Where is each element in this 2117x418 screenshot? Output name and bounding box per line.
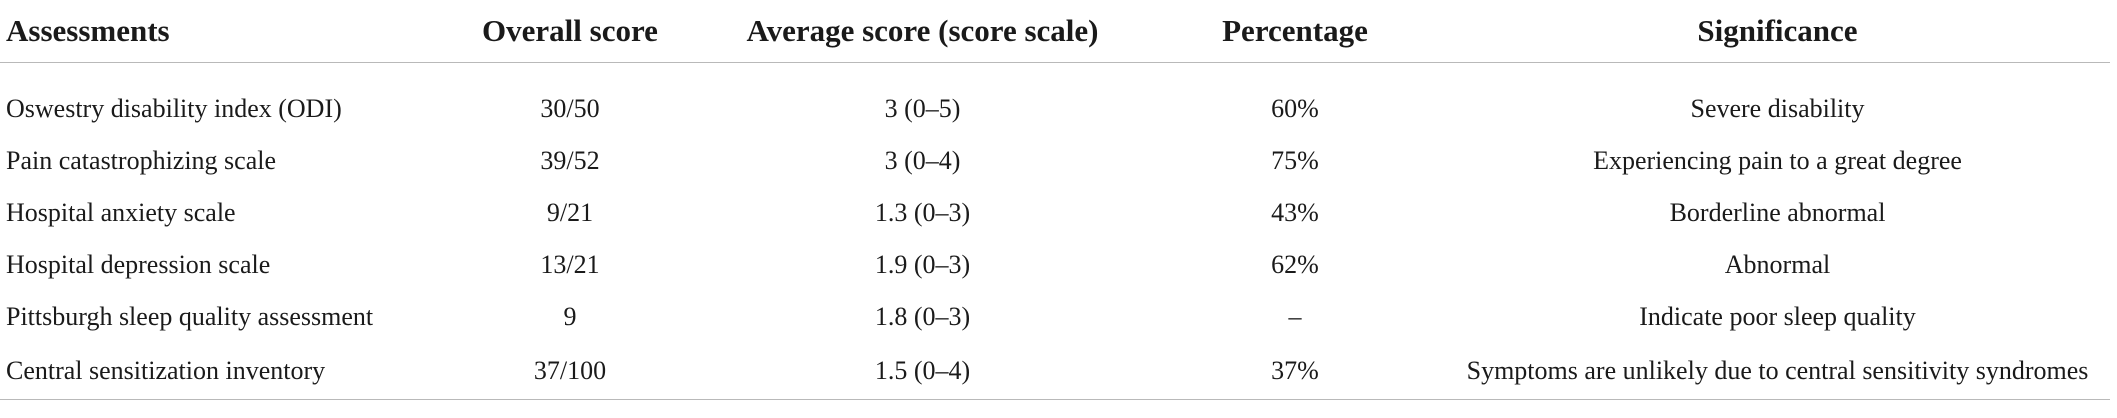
cell-assessment: Central sensitization inventory [0, 343, 440, 400]
cell-overall-score: 9/21 [546, 198, 594, 227]
table-row: Hospital depression scale 13/21 1.9 (0–3… [0, 239, 2110, 291]
table-row: Pain catastrophizing scale 39/52 3 (0–4)… [0, 135, 2110, 187]
cell-assessment: Pain catastrophizing scale [6, 146, 277, 175]
cell-average-score: 3 (0–4) [884, 146, 961, 175]
cell-percentage: 62% [1271, 250, 1319, 279]
cell-percentage: 43% [1271, 198, 1319, 227]
cell-overall-score: 39/52 [540, 146, 600, 175]
cell-average-score: 3 (0–5) [884, 94, 961, 123]
cell-percentage: 60% [1271, 94, 1319, 123]
cell-average-score: 1.9 (0–3) [874, 250, 971, 279]
table-body: Oswestry disability index (ODI) 30/50 3 … [0, 63, 2110, 400]
cell-percentage: 75% [1271, 146, 1319, 175]
cell-overall-score: 30/50 [540, 94, 600, 123]
cell-assessment: Pittsburgh sleep quality assessment [6, 302, 374, 331]
cell-significance: Experiencing pain to a great degree [1593, 146, 1962, 175]
header-overall-score: Overall score [440, 0, 700, 63]
cell-average-score: 1.3 (0–3) [874, 198, 971, 227]
cell-assessment: Hospital anxiety scale [6, 198, 236, 227]
header-row: Assessments Overall score Average score … [0, 0, 2110, 63]
cell-assessment: Oswestry disability index (ODI) [6, 94, 342, 123]
table-row: Oswestry disability index (ODI) 30/50 3 … [0, 63, 2110, 136]
cell-percentage: 37% [1145, 343, 1445, 400]
cell-overall-score: 13/21 [540, 250, 600, 279]
cell-average-score: 1.8 (0–3) [874, 302, 971, 331]
header-average-score: Average score (score scale) [700, 0, 1145, 63]
table-row: Hospital anxiety scale 9/21 1.3 (0–3) 43… [0, 187, 2110, 239]
table-row: Pittsburgh sleep quality assessment 9 1.… [0, 291, 2110, 343]
header-assessments: Assessments [0, 0, 440, 63]
cell-significance: Symptoms are unlikely due to central sen… [1445, 343, 2110, 400]
cell-assessment: Hospital depression scale [6, 250, 271, 279]
cell-average-score: 1.5 (0–4) [700, 343, 1145, 400]
cell-overall-score: 9 [563, 302, 577, 331]
cell-significance: Indicate poor sleep quality [1639, 302, 1916, 331]
table-row: Central sensitization inventory 37/100 1… [0, 343, 2110, 400]
cell-percentage: – [1288, 302, 1302, 331]
header-percentage: Percentage [1145, 0, 1445, 63]
cell-significance: Borderline abnormal [1669, 198, 1886, 227]
cell-significance: Severe disability [1690, 94, 1865, 123]
table-header: Assessments Overall score Average score … [0, 0, 2110, 63]
assessment-results-table: Assessments Overall score Average score … [0, 0, 2110, 400]
header-significance: Significance [1445, 0, 2110, 63]
cell-overall-score: 37/100 [440, 343, 700, 400]
cell-significance: Abnormal [1724, 250, 1831, 279]
